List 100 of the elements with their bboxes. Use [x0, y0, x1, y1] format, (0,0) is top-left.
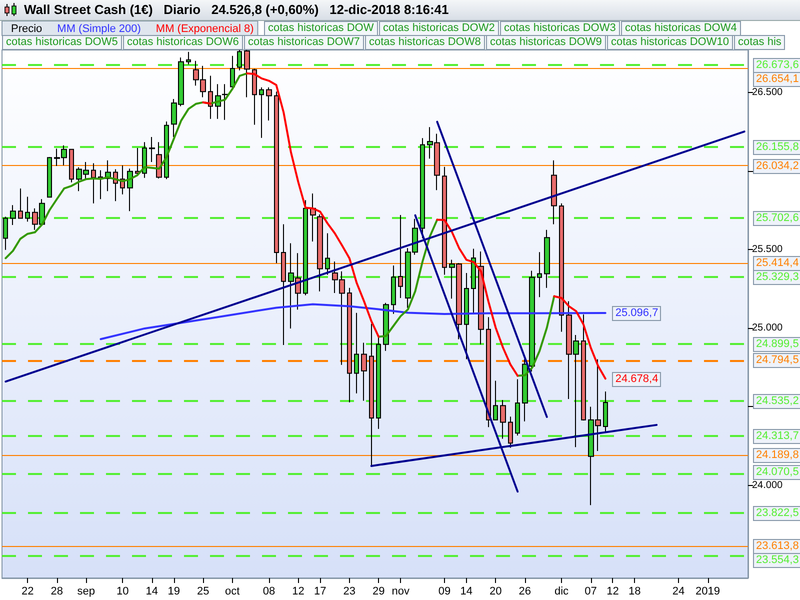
candlestick [252, 68, 257, 126]
text: cotas historicas DOW9 [486, 35, 606, 50]
line-series [100, 303, 606, 340]
candlestick [186, 51, 191, 65]
candlestick [222, 84, 228, 120]
x-tick-label: 2019 [696, 586, 720, 598]
x-tick-label: 10 [116, 586, 129, 598]
text: cotas his [734, 35, 786, 50]
x-tick-label: sep [77, 586, 95, 598]
text: cotas historicas DOW6 [123, 35, 243, 50]
candlestick [142, 142, 147, 178]
candlestick [274, 91, 279, 264]
candlestick [135, 148, 140, 176]
text: cotas historicas DOW3 [500, 21, 620, 36]
candlestick [244, 50, 250, 98]
x-tick-label: oct [225, 586, 240, 598]
x-tick-label: 28 [50, 586, 63, 598]
x-tick-label: 25 [197, 586, 210, 598]
candlestick [354, 312, 359, 394]
x-tick-label: 22 [21, 586, 34, 598]
candlestick [18, 188, 23, 219]
x-tick-label: dic [554, 586, 570, 598]
legend-label: Precio [11, 23, 42, 35]
x-tick-label: 08 [262, 586, 276, 598]
candlestick [69, 148, 74, 183]
x-tick-label: 07 [584, 586, 597, 598]
y-tick-label: 26.500 [752, 86, 784, 98]
data-label: 25.096,7 [612, 306, 662, 321]
ref-line-label: 26.654,1 [753, 72, 800, 88]
candlestick [559, 202, 564, 332]
ref-line-label: 25.414,4 [753, 256, 800, 272]
text: cotas historicas DOW4 [621, 21, 741, 36]
candlestick [98, 170, 103, 200]
candlestick [47, 156, 52, 198]
ref-line-label: 26.034,2 [753, 158, 800, 174]
x-tick-label: 18 [628, 586, 641, 598]
x-tick-label: 09 [438, 586, 451, 598]
candlestick [10, 204, 16, 226]
ref-line-label: 24.535,2 [753, 394, 800, 410]
candlestick [464, 272, 469, 360]
candlestick [442, 166, 447, 276]
ref-line-label: 26.673,6 [753, 58, 800, 74]
text: cotas historicas DOW [264, 21, 378, 36]
x-tick-label: nov [392, 586, 410, 598]
ref-line-label: 25.329,3 [753, 270, 800, 286]
ref-line-label: 23.822,5 [753, 506, 800, 522]
candlestick [398, 214, 403, 298]
ref-line-label: 24.189,8 [753, 448, 800, 464]
candlestick [303, 200, 308, 296]
x-tick-label: 23 [343, 586, 356, 598]
candlestick [522, 358, 528, 422]
ref-line-label: 26.155,8 [753, 140, 800, 155]
candlestick [508, 416, 513, 448]
text: MM (Simple 200) [57, 23, 141, 35]
x-tick-label: 12 [292, 586, 304, 598]
ref-line-label: 24.794,5 [753, 353, 800, 368]
x-tick-label: 24 [672, 586, 685, 598]
x-tick-label: 14 [146, 586, 158, 598]
ref-line-label: 24.070,5 [753, 465, 800, 480]
candlestick [230, 55, 235, 89]
candlestick [237, 50, 242, 71]
ref-line-label: 24.899,5 [753, 336, 800, 352]
candlestick [310, 192, 316, 242]
y-tick-label: 25.500 [752, 244, 784, 256]
text: MM (Exponencial 8) [156, 23, 254, 35]
candlestick [500, 399, 506, 440]
candlestick [127, 168, 133, 212]
ref-line-label: 23.613,8 [753, 538, 800, 554]
candlestick [515, 378, 520, 436]
candlestick [581, 314, 586, 422]
candlestick [493, 380, 498, 420]
candlestick [420, 138, 425, 239]
candlestick [376, 336, 381, 430]
data-label: 24.678,4 [612, 372, 662, 387]
candlestick [529, 270, 535, 372]
x-tick-label: 14 [460, 586, 473, 598]
candlestick [603, 390, 608, 433]
candlestick [259, 86, 264, 138]
candlestick [391, 264, 396, 314]
text: cotas historicas DOW2 [379, 21, 499, 36]
candlestick [281, 224, 286, 346]
candlestick [361, 342, 367, 402]
candlestick [25, 196, 30, 222]
text: cotas historicas DOW8 [365, 35, 485, 50]
text: cotas historicas DOW5 [2, 35, 122, 50]
text: cotas historicas DOW10 [607, 35, 733, 50]
y-tick-label: 24.000 [752, 480, 784, 491]
candlestick [3, 216, 8, 250]
candlestick [544, 229, 550, 288]
candlestick [369, 323, 374, 467]
candlestick [91, 162, 96, 204]
x-tick-label: 26 [518, 586, 532, 598]
x-tick-label: 17 [314, 586, 326, 598]
y-tick-label: 25.000 [752, 322, 784, 334]
ref-line-label: 25.702,6 [753, 210, 800, 226]
chart-title: Wall Street Cash (1€) Diario 24.526,8 (+0,60%) 12-dic-2018 8:16:41 [24, 2, 449, 17]
x-tick-label: 29 [372, 586, 385, 598]
candlestick [317, 214, 323, 292]
candlestick [471, 248, 476, 314]
x-tick-label: 12 [606, 586, 619, 598]
